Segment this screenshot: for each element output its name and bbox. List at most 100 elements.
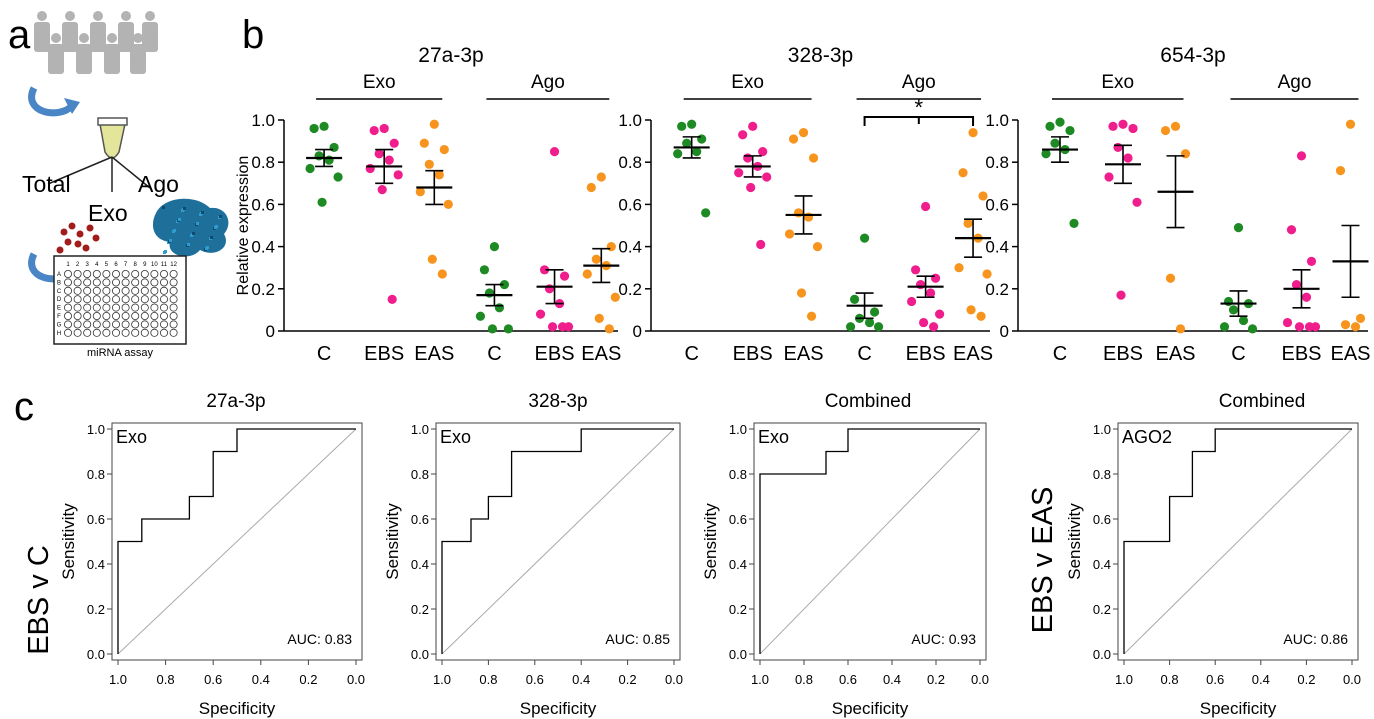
- x-tick-label: 0.2: [1297, 672, 1315, 687]
- x-tick-label: EBS: [1281, 343, 1321, 365]
- data-point: [606, 242, 616, 252]
- plate-well-icon: [131, 278, 140, 287]
- data-point: [333, 172, 343, 182]
- data-point: [1228, 305, 1239, 315]
- texture-speck: [210, 236, 213, 239]
- y-axis-label: Sensitivity: [701, 503, 720, 580]
- plate-well-icon: [73, 320, 82, 329]
- data-point: [793, 208, 804, 218]
- exosome-dot-icon: [86, 224, 94, 232]
- plate-well-icon: [83, 303, 92, 312]
- data-point: [419, 138, 429, 148]
- auc-label: AUC: 0.83: [287, 631, 352, 647]
- data-point: [1180, 149, 1191, 159]
- data-point: [812, 242, 823, 252]
- person-head-icon: [65, 11, 75, 21]
- data-point: [1041, 149, 1051, 159]
- data-point: [393, 170, 403, 180]
- auc-label: AUC: 0.93: [911, 631, 976, 647]
- x-tick-label: 0.6: [839, 672, 857, 687]
- reference-diagonal: [117, 428, 357, 655]
- plate-col-label: 8: [134, 262, 138, 268]
- plate-well-icon: [83, 286, 92, 295]
- plate-well-icon: [112, 320, 121, 329]
- data-point: [746, 182, 756, 193]
- exosome-dot-icon: [92, 234, 100, 242]
- x-tick-label: EBS: [733, 343, 773, 365]
- plate-well-icon: [73, 311, 82, 320]
- data-point: [918, 317, 929, 328]
- plate-well-icon: [64, 269, 73, 278]
- chart-title: 654-3p: [1160, 44, 1225, 67]
- plate-well-icon: [140, 286, 149, 295]
- data-point: [968, 128, 978, 138]
- y-tick-label: 1.0: [251, 111, 275, 130]
- plate-well-icon: [131, 328, 140, 337]
- curved-arrow-1-icon: [28, 86, 75, 117]
- data-point: [978, 191, 988, 201]
- person-head-icon: [133, 33, 143, 43]
- plate-well-icon: [150, 311, 159, 320]
- texture-speck: [196, 222, 199, 225]
- plot-frame: [111, 422, 363, 661]
- plate-well-icon: [121, 320, 130, 329]
- data-point: [1069, 218, 1079, 228]
- data-point: [864, 317, 875, 328]
- roc-curve: [1123, 428, 1352, 654]
- data-point: [1055, 117, 1065, 127]
- y-tick-label: 0.2: [618, 280, 642, 299]
- x-tick-label: 0.4: [572, 672, 590, 687]
- y-tick-label: 0.8: [1093, 467, 1111, 482]
- texture-speck: [206, 246, 209, 249]
- data-point: [424, 159, 434, 169]
- data-point: [387, 294, 397, 304]
- y-tick-label: 1.0: [87, 422, 105, 437]
- person-head-icon: [145, 11, 155, 21]
- data-point: [1350, 322, 1361, 332]
- x-tick-label: 0.0: [347, 672, 365, 687]
- plate-well-icon: [169, 311, 178, 320]
- plate-well-icon: [169, 278, 178, 287]
- data-point: [920, 201, 931, 212]
- data-point: [1118, 119, 1128, 129]
- data-point: [966, 305, 976, 315]
- texture-speck: [187, 243, 190, 246]
- plate-well-icon: [121, 328, 130, 337]
- data-point: [1345, 119, 1356, 129]
- plate-row-label: G: [57, 322, 62, 328]
- y-tick-label: 0: [633, 322, 642, 341]
- plate-well-icon: [102, 295, 111, 304]
- plate-col-label: 4: [95, 262, 99, 268]
- data-point: [582, 269, 592, 279]
- plate-well-icon: [64, 286, 73, 295]
- data-point: [1128, 123, 1138, 134]
- data-point: [1045, 121, 1055, 131]
- texture-speck: [169, 239, 172, 242]
- x-tick-label: EBS: [1103, 343, 1143, 365]
- data-point: [743, 153, 753, 163]
- exosome-dot-icon: [56, 246, 64, 254]
- plate-well-icon: [112, 328, 121, 337]
- chart-title: Combined: [1219, 391, 1306, 412]
- plate-well-icon: [121, 269, 130, 278]
- people-icon: [34, 11, 158, 74]
- person-body-icon: [118, 22, 134, 52]
- chart-title: 27a-3p: [206, 391, 265, 412]
- plate-well-icon: [102, 311, 111, 320]
- y-tick-label: 0.8: [411, 467, 429, 482]
- significance-marker: *: [915, 95, 924, 120]
- data-point: [489, 242, 500, 252]
- x-tick-label: C: [684, 343, 698, 365]
- data-point: [1233, 223, 1244, 233]
- branch-ago-line: [111, 156, 151, 189]
- plate-well-icon: [140, 328, 149, 337]
- plate-row-label: B: [57, 280, 61, 286]
- plate-well-icon: [102, 303, 111, 312]
- x-tick-label: 1.0: [433, 672, 451, 687]
- data-point: [806, 311, 817, 321]
- data-point: [1335, 166, 1346, 176]
- data-point: [963, 218, 973, 228]
- data-point: [697, 134, 707, 144]
- y-tick-label: 0.2: [985, 280, 1009, 299]
